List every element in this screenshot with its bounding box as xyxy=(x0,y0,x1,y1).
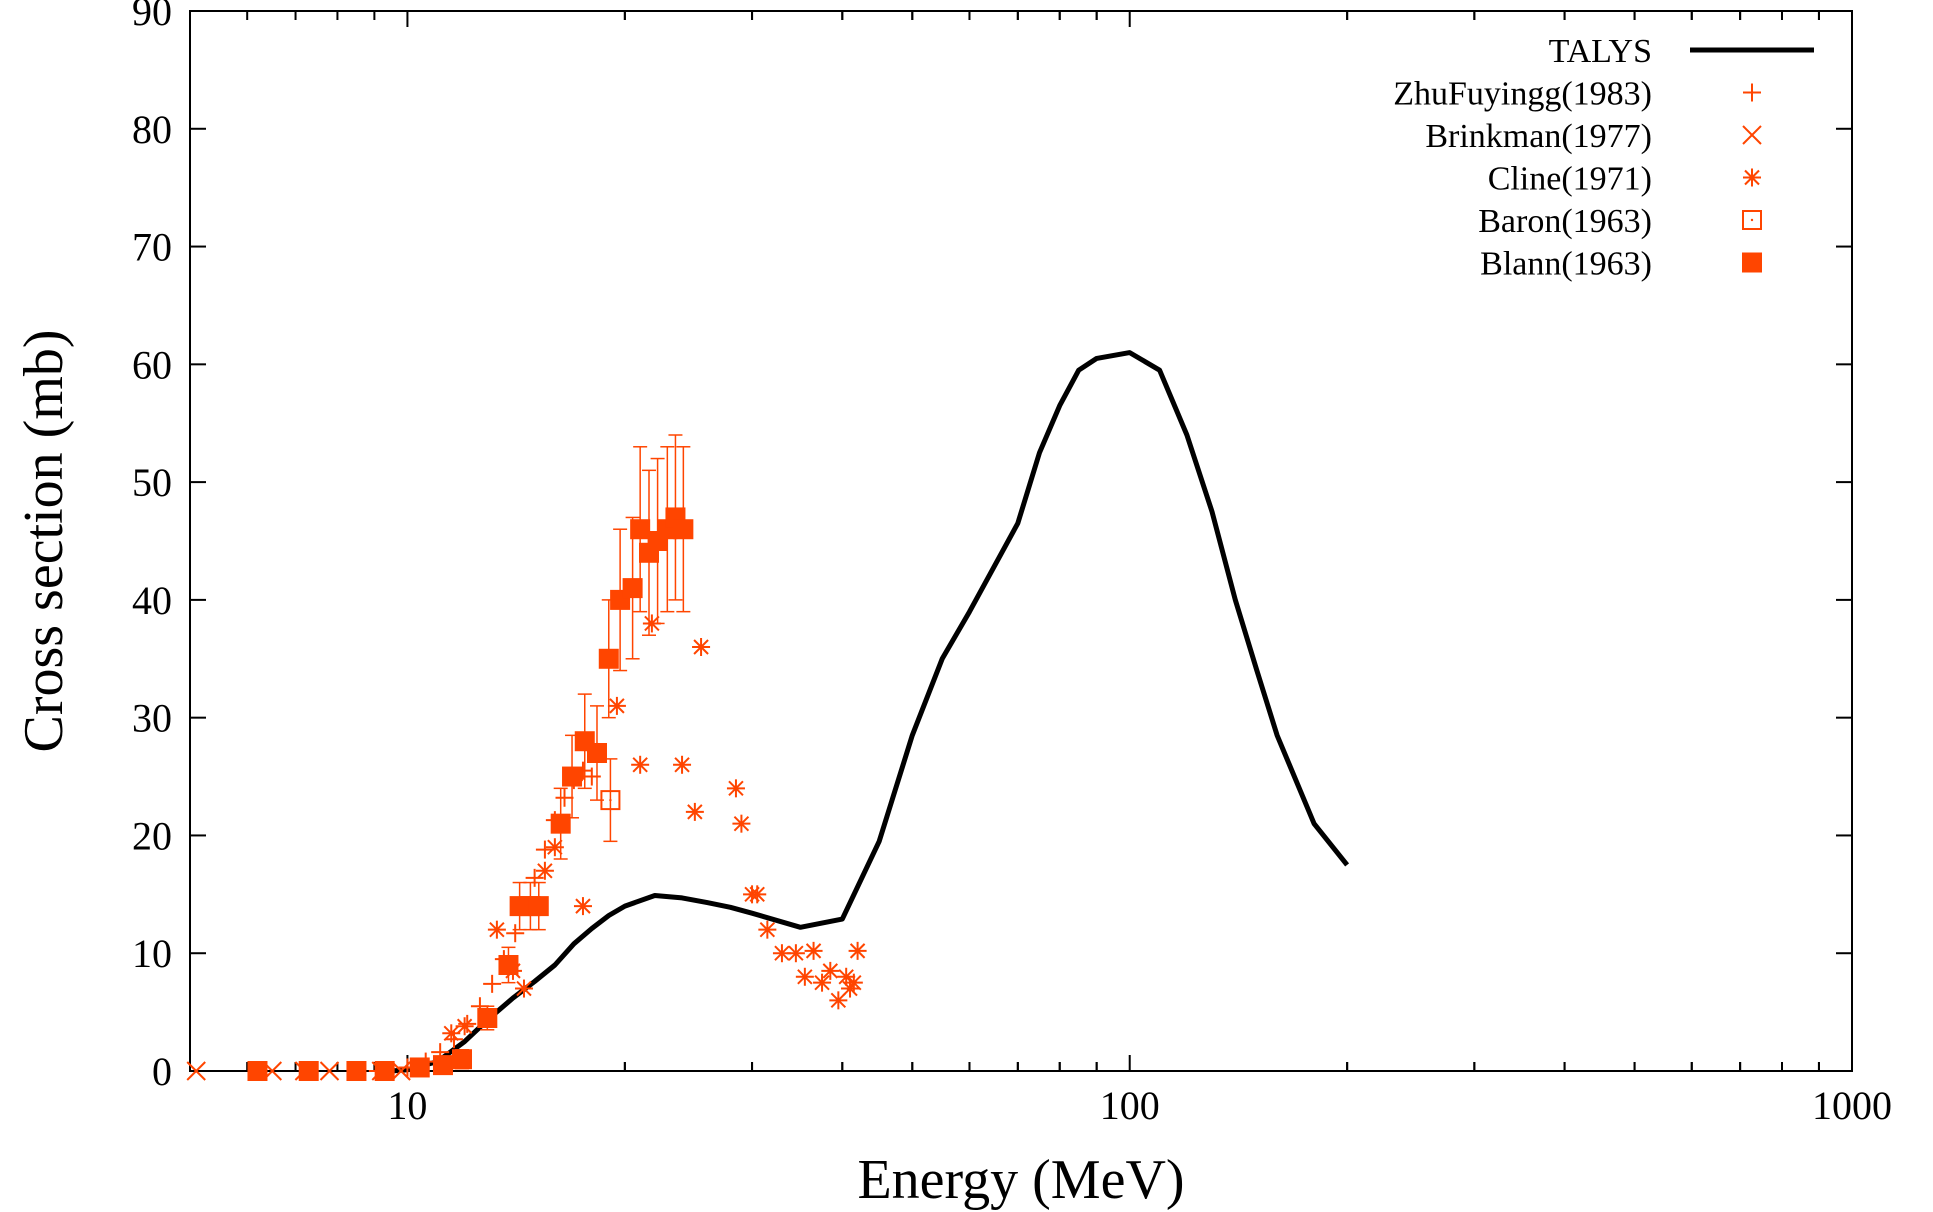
y-tick-label: 90 xyxy=(132,0,172,34)
cline-1971-point xyxy=(732,814,751,833)
cline-1971-point xyxy=(573,897,592,916)
cline-1971-point xyxy=(455,1017,474,1036)
blann-1963-point xyxy=(498,955,519,975)
cline-1971-point xyxy=(631,755,650,774)
y-tick-label: 80 xyxy=(132,107,172,152)
cline-1971-point xyxy=(837,967,856,986)
blann-1963-point xyxy=(477,1008,498,1028)
cline-1971-point xyxy=(607,696,626,715)
cline-1971-point xyxy=(535,861,554,880)
cline-1971-point xyxy=(692,638,711,656)
cline-1971-point xyxy=(829,991,848,1010)
blann-1963-point xyxy=(409,1057,430,1078)
cline-1971-point xyxy=(545,838,564,857)
cline-1971-point xyxy=(813,973,832,992)
zhufuyingg-1983-point xyxy=(555,788,574,807)
legend-entry: Brinkman(1977) xyxy=(1425,118,1762,155)
blann-1963-point xyxy=(630,519,651,540)
legend-label: Cline(1971) xyxy=(1488,161,1652,198)
legend-marker-swatch xyxy=(1742,252,1762,273)
brinkman-1977-point xyxy=(391,1061,411,1081)
zhufuyingg-1983-point xyxy=(525,868,544,887)
blann-1963-point xyxy=(451,1049,472,1070)
cline-1971-point xyxy=(848,941,867,960)
legend-label: Brinkman(1977) xyxy=(1425,118,1652,155)
talys-curve-layer xyxy=(391,350,1350,1074)
y-tick-label: 60 xyxy=(132,342,172,387)
y-axis-title: Cross section (mb) xyxy=(13,329,75,752)
blann-1963-point xyxy=(346,1061,367,1081)
data-markers xyxy=(186,507,867,1081)
legend-label: Baron(1963) xyxy=(1478,203,1652,240)
blann-1963-point xyxy=(298,1061,319,1081)
blann-1963-point xyxy=(374,1061,395,1081)
legend-entry: Baron(1963) xyxy=(1478,203,1762,240)
x-tick-label: 100 xyxy=(1100,1083,1160,1128)
blann-1963-point xyxy=(673,519,694,540)
legend-entry: TALYS xyxy=(1549,33,1814,70)
legend-entry: Cline(1971) xyxy=(1488,161,1761,198)
y-tick-label: 10 xyxy=(132,931,172,976)
cline-1971-point xyxy=(844,973,863,992)
cline-1971-point xyxy=(795,967,814,986)
cline-1971-point xyxy=(758,920,777,939)
cline-1971-point xyxy=(685,802,704,821)
error-bars xyxy=(250,434,691,1076)
x-tick-label: 1000 xyxy=(1812,1083,1892,1128)
x-tick-label: 10 xyxy=(387,1083,427,1128)
blann-1963-point xyxy=(622,578,643,599)
blann-1963-point xyxy=(247,1061,268,1081)
cline-1971-point xyxy=(442,1024,461,1043)
legend-entry: ZhuFuyingg(1983) xyxy=(1393,76,1761,113)
blann-1963-point xyxy=(562,766,583,787)
y-tick-label: 0 xyxy=(152,1049,172,1094)
blann-1963-point xyxy=(550,813,571,834)
y-tick-label: 70 xyxy=(132,225,172,270)
legend-marker-swatch xyxy=(1743,168,1761,187)
cline-1971-point xyxy=(726,779,745,798)
axis-ticks: 0 10 20 30 40 50 60 70 80 90 10 100 1000 xyxy=(132,0,1892,1128)
zhufuyingg-1983-point xyxy=(506,924,525,943)
blann-1963-point xyxy=(432,1055,453,1076)
cline-1971-point xyxy=(786,944,805,963)
zhufuyingg-1983-point xyxy=(582,767,601,786)
baron-1963-point xyxy=(600,790,621,811)
y-tick-label: 40 xyxy=(132,578,172,623)
legend: TALYS ZhuFuyingg(1983) Brinkman(1977) Cline… xyxy=(1393,33,1814,283)
zhufuyingg-1983-point xyxy=(483,974,502,993)
cline-1971-point xyxy=(821,961,840,980)
cline-1971-point xyxy=(642,614,661,633)
cline-1971-point xyxy=(673,755,692,774)
cline-1971-point xyxy=(487,920,506,939)
blann-1963-point xyxy=(586,743,607,763)
legend-marker-swatch xyxy=(1742,125,1762,145)
brinkman-1977-point xyxy=(186,1061,206,1081)
legend-marker-swatch xyxy=(1743,83,1761,102)
x-axis-title: Energy (MeV) xyxy=(857,1149,1184,1211)
plot-frame xyxy=(189,10,1853,1072)
legend-label: Blann(1963) xyxy=(1480,246,1652,283)
blann-1963-point xyxy=(528,896,549,917)
y-tick-label: 20 xyxy=(132,813,172,858)
legend-label: TALYS xyxy=(1549,33,1652,70)
blann-1963-point xyxy=(598,648,619,669)
y-tick-label: 50 xyxy=(132,460,172,505)
legend-marker-swatch xyxy=(1742,210,1762,230)
legend-label: ZhuFuyingg(1983) xyxy=(1393,76,1652,113)
talys-line xyxy=(391,350,1350,1074)
cline-1971-point xyxy=(748,885,767,904)
y-tick-label: 30 xyxy=(132,696,172,741)
cline-1971-point xyxy=(514,979,533,998)
brinkman-1977-point xyxy=(319,1061,340,1081)
legend-entry: Blann(1963) xyxy=(1480,246,1762,283)
cline-1971-point xyxy=(804,941,823,960)
zhufuyingg-1983-point xyxy=(535,840,554,859)
